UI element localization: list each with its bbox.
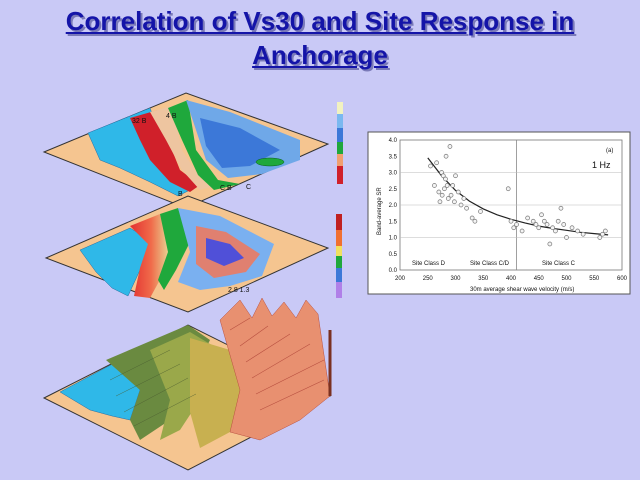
- middle-site-response-map: 2.8 1.3: [44, 195, 330, 313]
- data-point: [445, 196, 451, 201]
- top-map-label: 32 B: [132, 118, 147, 125]
- data-point: [564, 235, 569, 240]
- data-point: [539, 212, 544, 218]
- bottom-3d-surface: [42, 297, 332, 471]
- data-point: [469, 215, 475, 221]
- data-point: [436, 189, 442, 195]
- data-point: [453, 173, 458, 179]
- data-point: [544, 222, 550, 227]
- data-point: [472, 218, 478, 224]
- x-tick-label: 350: [478, 276, 489, 282]
- data-point: [444, 183, 450, 188]
- top-colorbar: [337, 102, 343, 184]
- y-tick-label: 0.5: [389, 252, 398, 258]
- y-tick-label: 2.0: [389, 203, 398, 209]
- data-point: [602, 228, 608, 234]
- top-map-label: 4 B: [166, 113, 177, 120]
- chart-annotation: 1 Hz: [592, 160, 611, 170]
- data-point: [569, 225, 575, 231]
- data-point: [450, 183, 456, 188]
- title-line-2: Anchorage: [252, 40, 388, 70]
- data-point: [432, 183, 437, 188]
- data-point: [447, 144, 453, 149]
- top-map-label: C B: [220, 185, 232, 192]
- middle-map-label: 2.8 1.3: [228, 287, 250, 294]
- x-tick-label: 250: [423, 276, 434, 282]
- data-point: [530, 218, 536, 224]
- y-tick-label: 2.5: [389, 187, 398, 193]
- slide-title: Correlation of Vs30 and Site Response in…: [0, 4, 640, 72]
- data-point: [536, 225, 542, 231]
- y-axis-label: Band-average SR: [377, 187, 383, 235]
- x-tick-label: 550: [589, 276, 600, 282]
- data-point: [442, 186, 447, 192]
- y-tick-label: 3.5: [389, 154, 398, 160]
- data-point: [439, 192, 445, 198]
- data-point: [533, 222, 539, 227]
- region-label: Site Class C: [542, 261, 576, 267]
- data-point: [511, 225, 517, 231]
- data-point: [547, 241, 553, 247]
- data-point: [597, 235, 603, 240]
- data-point: [558, 205, 564, 211]
- y-tick-label: 1.5: [389, 219, 398, 225]
- data-point: [478, 209, 483, 214]
- middle-map-green-zone: [158, 208, 190, 290]
- data-point: [519, 228, 525, 234]
- data-point: [508, 218, 514, 224]
- x-axis-label: 30m average shear wave velocity (m/s): [470, 287, 574, 293]
- data-point: [514, 222, 519, 227]
- data-point: [440, 173, 446, 179]
- data-point: [452, 199, 457, 205]
- y-tick-label: 1.0: [389, 236, 398, 242]
- x-tick-label: 450: [534, 276, 545, 282]
- region-label: Site Class D: [412, 261, 446, 267]
- data-point: [443, 176, 448, 182]
- data-point: [575, 228, 580, 234]
- data-point: [437, 199, 443, 205]
- y-tick-label: 0.0: [389, 268, 398, 274]
- top-map-green-zone: [168, 100, 240, 190]
- top-map-label: B: [178, 191, 183, 198]
- data-point: [428, 163, 433, 169]
- middle-map-sea: [79, 227, 151, 297]
- x-tick-label: 300: [450, 276, 461, 282]
- title-line-1: Correlation of Vs30 and Site Response in: [65, 6, 575, 36]
- data-point: [443, 153, 449, 159]
- y-tick-label: 3.0: [389, 171, 398, 177]
- data-point: [434, 160, 439, 166]
- top-vs30-map: 32 B 4 B C B C B: [42, 92, 330, 209]
- panel-letter: (a): [606, 148, 613, 154]
- data-point: [550, 225, 555, 231]
- data-point: [448, 192, 454, 198]
- middle-colorbar: [336, 214, 342, 298]
- top-map-label: C: [246, 184, 251, 191]
- stacked-map-illustration: 32 B 4 B C B C B 2.8 1.3: [42, 92, 343, 471]
- middle-map-red-zone: [130, 214, 172, 298]
- y-tick-label: 4.0: [389, 138, 398, 144]
- data-point: [555, 218, 561, 224]
- data-point: [600, 231, 605, 237]
- bottom-surface-peaks: [219, 297, 331, 441]
- top-map-red-zone: [130, 110, 200, 192]
- data-point: [525, 215, 531, 221]
- data-point: [464, 205, 469, 211]
- region-label: Site Class C/D: [470, 261, 510, 267]
- data-point: [561, 222, 567, 227]
- x-tick-label: 500: [561, 276, 572, 282]
- x-tick-label: 600: [617, 276, 628, 282]
- data-point: [455, 189, 461, 195]
- data-point: [458, 202, 464, 208]
- data-point: [541, 218, 547, 224]
- data-point: [553, 228, 558, 234]
- x-tick-label: 200: [395, 276, 406, 282]
- x-tick-label: 400: [506, 276, 517, 282]
- data-point: [461, 196, 467, 201]
- data-point: [580, 231, 586, 237]
- data-point: [505, 186, 511, 192]
